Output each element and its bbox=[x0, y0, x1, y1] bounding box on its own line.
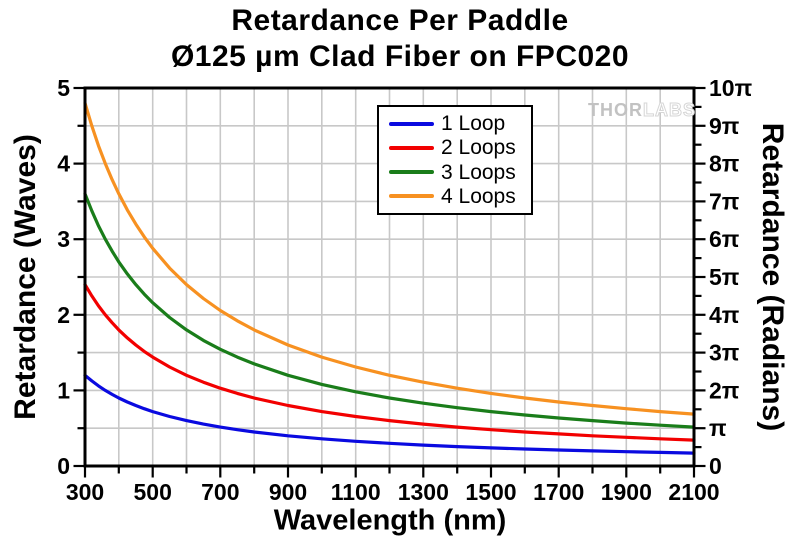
y-right-tick-label: π bbox=[709, 415, 727, 441]
x-axis-label: Wavelength (nm) bbox=[273, 504, 507, 537]
y-left-tick-label: 1 bbox=[57, 377, 70, 403]
legend-label: 3 Loops bbox=[441, 160, 516, 184]
legend-item: 3 Loops bbox=[389, 162, 527, 183]
y-right-tick-label: 9π bbox=[709, 113, 739, 139]
plot-border bbox=[83, 86, 696, 468]
legend-item: 1 Loop bbox=[389, 113, 527, 134]
legend-label: 2 Loops bbox=[441, 136, 516, 160]
x-tick-label: 1300 bbox=[398, 479, 449, 505]
curve-2-loops bbox=[83, 283, 696, 442]
y-left-tick-label: 0 bbox=[57, 453, 70, 479]
x-tick-label: 300 bbox=[66, 479, 104, 505]
y-left-tick-label: 2 bbox=[57, 302, 70, 328]
y-right-tick-label: 2π bbox=[709, 377, 739, 403]
x-tick-label: 1100 bbox=[331, 479, 381, 505]
legend-swatch bbox=[389, 170, 434, 175]
legend-swatch bbox=[389, 121, 434, 126]
y-axis-label-right: Retardance (Radians) bbox=[756, 122, 789, 432]
y-right-tick-label: 5π bbox=[709, 264, 739, 290]
legend-swatch bbox=[389, 145, 434, 150]
chart-title-line2: Ø125 µm Clad Fiber on FPC020 bbox=[170, 40, 630, 73]
curve-4-loops bbox=[83, 101, 696, 416]
curve-1-loop bbox=[83, 373, 696, 455]
y-right-tick-label: 6π bbox=[709, 226, 739, 252]
y-right-tick-label: 4π bbox=[709, 302, 739, 328]
legend: 1 Loop 2 Loops 3 Loops 4 Loops bbox=[377, 105, 533, 215]
y-left-tick-label: 5 bbox=[57, 75, 70, 101]
y-axis-label-left: Retardance (Waves) bbox=[9, 134, 42, 420]
x-tick-label: 900 bbox=[269, 479, 307, 505]
legend-swatch bbox=[389, 194, 434, 199]
legend-item: 4 Loops bbox=[389, 186, 527, 207]
y-right-tick-label: 10π bbox=[709, 75, 752, 101]
x-tick-label: 2100 bbox=[668, 479, 719, 505]
watermark-labs: LABS bbox=[643, 100, 696, 121]
legend-label: 1 Loop bbox=[441, 112, 506, 136]
x-tick-label: 1900 bbox=[601, 479, 652, 505]
x-tick-label: 700 bbox=[201, 479, 239, 505]
y-left-tick-label: 4 bbox=[57, 151, 70, 177]
curve-3-loops bbox=[83, 192, 696, 429]
legend-label: 4 Loops bbox=[441, 184, 516, 208]
y-right-tick-label: 7π bbox=[709, 188, 739, 214]
chart-title: Retardance Per Paddle Ø125 µm Clad Fiber… bbox=[0, 3, 800, 75]
watermark-thor: THOR bbox=[588, 100, 643, 120]
y-right-tick-label: 3π bbox=[709, 340, 739, 366]
thorlabs-watermark: THORLABS bbox=[588, 100, 696, 121]
x-tick-label: 500 bbox=[134, 479, 172, 505]
chart-title-line1: Retardance Per Paddle bbox=[231, 4, 569, 37]
x-tick-label: 1700 bbox=[533, 479, 584, 505]
y-right-tick-label: 8π bbox=[709, 151, 739, 177]
y-left-tick-label: 3 bbox=[57, 226, 70, 252]
legend-item: 2 Loops bbox=[389, 137, 527, 158]
y-right-tick-label: 0 bbox=[709, 453, 722, 479]
x-tick-label: 1500 bbox=[465, 479, 516, 505]
